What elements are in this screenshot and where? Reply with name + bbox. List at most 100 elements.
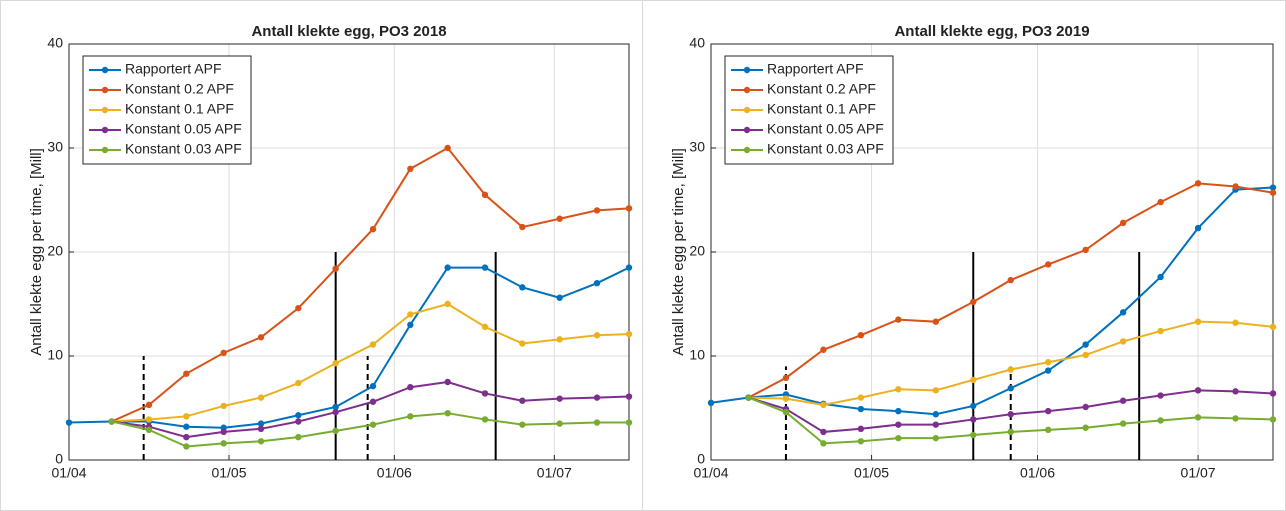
data-point [145, 416, 153, 423]
data-point [894, 386, 902, 393]
data-point [625, 393, 633, 400]
data-point [519, 340, 526, 347]
chart: 0 10 20 30 40 01/04 01/05 01/06 01/07 Antall klek… [28, 23, 633, 481]
data-point [145, 401, 153, 409]
data-point [407, 413, 414, 420]
legend-marker [101, 146, 109, 154]
data-point [295, 418, 302, 425]
data-point [1044, 367, 1051, 374]
plot-frame [68, 43, 630, 461]
data-point [1044, 359, 1051, 366]
y-tick-label: 40 [47, 35, 63, 51]
legend: Rapportert APF Konstant 0.2 APF Konstant 0… [82, 55, 252, 165]
data-point [782, 395, 789, 402]
data-point [625, 264, 633, 271]
series-line [68, 266, 630, 429]
data-point [369, 382, 377, 390]
data-point [369, 225, 377, 233]
data-point [1119, 420, 1126, 427]
data-point [932, 434, 939, 442]
data-point [819, 401, 827, 409]
y-axis-label: Antall klekte egg per time, [Mill] [669, 148, 686, 356]
data-point [1119, 397, 1126, 404]
data-point [183, 370, 190, 377]
data-point [1156, 392, 1164, 399]
data-point [481, 390, 489, 397]
data-point [145, 426, 153, 434]
data-point [444, 300, 451, 308]
data-point [969, 402, 976, 410]
data-point [1081, 403, 1089, 411]
data-point [556, 420, 563, 427]
y-axis-label: Antall klekte egg per time, [Mill] [28, 148, 45, 356]
x-tick-label: 01/04 [51, 465, 86, 481]
data-point [1044, 426, 1051, 434]
data-point [257, 420, 265, 427]
data-point [1007, 411, 1014, 418]
data-point [857, 405, 864, 413]
y-tick-label: 40 [689, 35, 705, 51]
data-point [257, 334, 265, 341]
data-point [1194, 180, 1201, 187]
data-point [593, 280, 601, 287]
y-tick-label: 30 [689, 139, 705, 155]
x-tick-label: 01/07 [537, 465, 572, 481]
data-point [932, 387, 939, 394]
chart-title: Antall klekte egg, PO3 2018 [251, 23, 446, 40]
y-tick-label: 20 [689, 243, 705, 259]
data-point [295, 412, 302, 419]
data-point [183, 433, 190, 441]
x-tick-label: 01/07 [1180, 465, 1215, 481]
data-point [1119, 309, 1126, 316]
data-point [593, 207, 601, 214]
data-point [1156, 273, 1164, 281]
data-point [857, 438, 864, 445]
data-point [625, 205, 633, 212]
y-tick-label: 10 [47, 347, 63, 363]
data-point [1044, 261, 1051, 268]
legend-label: Konstant 0.03 APF [125, 141, 242, 157]
data-point [332, 265, 339, 272]
x-tick-label: 01/06 [377, 465, 412, 481]
legend-marker [743, 66, 750, 74]
data-point [932, 318, 939, 325]
data-point [407, 165, 414, 172]
y-tick-label: 20 [47, 243, 63, 259]
data-point [593, 394, 601, 401]
data-point [1081, 351, 1089, 359]
data-point [220, 440, 227, 447]
data-point [1194, 318, 1201, 325]
data-point [556, 294, 563, 301]
data-point [556, 395, 563, 402]
data-point [969, 298, 976, 306]
data-point [1231, 319, 1239, 326]
legend-marker [743, 126, 750, 134]
data-point [332, 403, 339, 411]
data-point [1119, 219, 1126, 227]
data-point [519, 397, 526, 404]
data-point [894, 407, 902, 415]
data-point [969, 376, 976, 384]
plot-frame [710, 43, 1273, 461]
data-point [556, 336, 563, 343]
legend-marker [101, 66, 109, 74]
x-tick-label: 01/05 [211, 465, 246, 481]
data-point [782, 408, 789, 416]
data-point [556, 215, 563, 222]
data-point [1081, 246, 1089, 254]
legend-marker [101, 126, 109, 134]
data-point [1044, 407, 1051, 415]
data-point [220, 402, 227, 410]
legend-label: Konstant 0.2 APF [125, 81, 234, 97]
legend-marker [101, 86, 109, 94]
data-point [519, 421, 526, 428]
data-point [1231, 415, 1239, 422]
divider [641, 1, 643, 510]
data-point [1269, 189, 1276, 196]
data-point [257, 438, 265, 445]
legend-marker [743, 146, 750, 154]
data-point [481, 323, 489, 331]
data-point [894, 421, 902, 428]
data-point [1007, 428, 1014, 436]
y-tick-label: 10 [689, 347, 705, 363]
